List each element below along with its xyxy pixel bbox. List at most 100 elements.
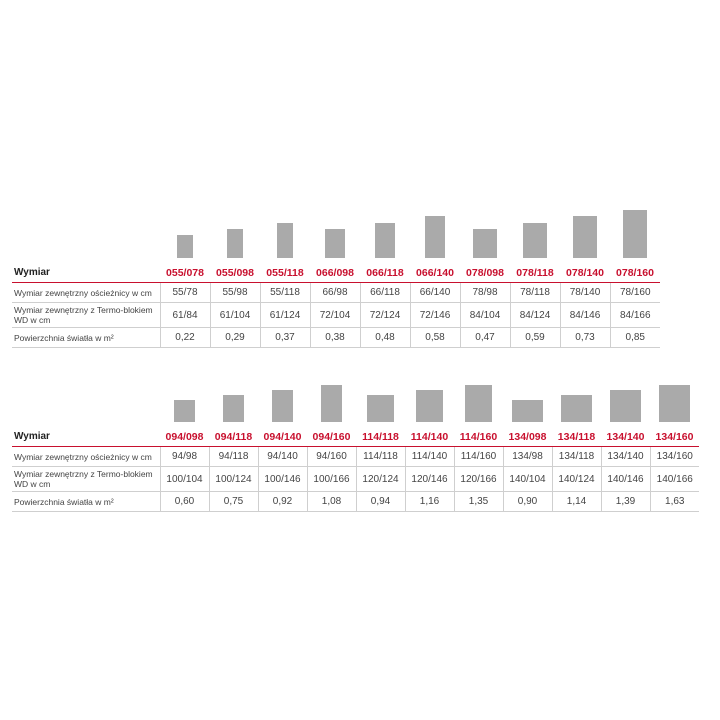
table-cell: 78/98 <box>459 282 510 303</box>
window-shape-114-118 <box>367 394 394 422</box>
window-shape-078-098 <box>473 228 497 258</box>
row-label: Wymiar zewnętrzny ościeżnicy w cm <box>12 282 160 303</box>
table-cell: 94/160 <box>306 446 356 467</box>
table-cell: 1,14 <box>551 491 601 512</box>
table-cell: 1,39 <box>600 491 650 512</box>
table-cell: 0,59 <box>509 327 560 348</box>
table-cell: 0,94 <box>355 491 405 512</box>
table-row: Wymiar zewnętrzny z Termo-blokiem WD w c… <box>12 466 699 492</box>
row-label: Wymiar zewnętrzny z Termo-blokiem WD w c… <box>12 466 160 492</box>
table-cell: 55/78 <box>159 282 210 303</box>
table-cell: 0,60 <box>159 491 209 512</box>
table-cell: 72/104 <box>309 302 360 328</box>
table-cell: 0,92 <box>257 491 307 512</box>
size-header: 094/098 <box>160 428 209 447</box>
table-cell: 0,75 <box>208 491 258 512</box>
window-shape-055-078 <box>176 234 194 258</box>
table-cell: 78/160 <box>609 282 660 303</box>
table-cell: 0,85 <box>609 327 660 348</box>
size-table-1: Wymiar 055/078 055/098 055/118 066/098 066/11… <box>12 200 660 348</box>
window-shape-094-160 <box>320 385 343 422</box>
size-header: 066/098 <box>310 264 360 283</box>
table-cell: 0,48 <box>359 327 410 348</box>
table-cell: 0,29 <box>209 327 260 348</box>
table-cell: 0,38 <box>309 327 360 348</box>
window-shape-066-118 <box>375 222 395 258</box>
row-label: Wymiar zewnętrzny z Termo-blokiem WD w c… <box>12 302 160 328</box>
size-header: 055/118 <box>260 264 310 283</box>
size-header: 094/140 <box>258 428 307 447</box>
window-shapes-row <box>12 364 699 428</box>
table-cell: 1,35 <box>453 491 503 512</box>
table-row: Wymiar zewnętrzny ościeżnicy w cm 94/98 94… <box>12 446 699 467</box>
table-cell: 114/140 <box>404 446 454 467</box>
window-shape-078-140 <box>573 216 597 258</box>
table-cell: 94/118 <box>208 446 258 467</box>
table-cell: 66/98 <box>309 282 360 303</box>
table-cell: 140/146 <box>600 466 650 492</box>
size-header: 078/160 <box>610 264 660 283</box>
window-shape-055-098 <box>226 228 244 258</box>
spec-table: Wymiar 055/078 055/098 055/118 066/098 066/11… <box>12 264 660 348</box>
size-header: 055/078 <box>160 264 210 283</box>
table-cell: 84/166 <box>609 302 660 328</box>
window-shape-114-160 <box>465 385 492 422</box>
window-shape-114-140 <box>416 389 443 422</box>
table-cell: 0,22 <box>159 327 210 348</box>
size-header: 078/118 <box>510 264 560 283</box>
table-row: Powierzchnia światła w m² 0,22 0,29 0,37 0,3… <box>12 327 660 348</box>
table-cell: 120/146 <box>404 466 454 492</box>
table-cell: 1,08 <box>306 491 356 512</box>
window-shape-055-118 <box>276 222 294 258</box>
window-shapes-row <box>12 200 660 264</box>
table-cell: 134/98 <box>502 446 552 467</box>
table-cell: 0,58 <box>409 327 460 348</box>
window-shape-078-160 <box>623 210 647 258</box>
window-shape-134-140 <box>610 389 641 422</box>
table-cell: 1,63 <box>649 491 699 512</box>
spec-table: Wymiar 094/098 094/118 094/140 094/160 114/11… <box>12 428 699 512</box>
table-cell: 140/104 <box>502 466 552 492</box>
table-cell: 0,47 <box>459 327 510 348</box>
table-cell: 55/118 <box>259 282 310 303</box>
size-header: 094/160 <box>307 428 356 447</box>
table-cell: 78/118 <box>509 282 560 303</box>
table-row: Wymiar zewnętrzny ościeżnicy w cm 55/78 55… <box>12 282 660 303</box>
size-header: 114/160 <box>454 428 503 447</box>
header-row: Wymiar 055/078 055/098 055/118 066/098 066/11… <box>12 264 660 283</box>
size-header: 078/140 <box>560 264 610 283</box>
header-label: Wymiar <box>12 264 160 283</box>
size-header: 114/118 <box>356 428 405 447</box>
table-cell: 61/84 <box>159 302 210 328</box>
table-cell: 78/140 <box>559 282 610 303</box>
table-row: Powierzchnia światła w m² 0,60 0,75 0,92 1,0… <box>12 491 699 512</box>
table-cell: 66/118 <box>359 282 410 303</box>
table-cell: 72/124 <box>359 302 410 328</box>
window-shape-134-118 <box>561 394 592 422</box>
table-cell: 120/124 <box>355 466 405 492</box>
table-cell: 0,37 <box>259 327 310 348</box>
size-header: 066/118 <box>360 264 410 283</box>
table-cell: 0,73 <box>559 327 610 348</box>
size-header: 134/160 <box>650 428 699 447</box>
size-header: 134/118 <box>552 428 601 447</box>
size-header: 114/140 <box>405 428 454 447</box>
table-cell: 134/118 <box>551 446 601 467</box>
size-header: 055/098 <box>210 264 260 283</box>
table-cell: 140/124 <box>551 466 601 492</box>
header-row: Wymiar 094/098 094/118 094/140 094/160 114/11… <box>12 428 699 447</box>
table-cell: 120/166 <box>453 466 503 492</box>
table-cell: 94/140 <box>257 446 307 467</box>
row-label: Powierzchnia światła w m² <box>12 327 160 348</box>
row-label: Powierzchnia światła w m² <box>12 491 160 512</box>
window-shape-134-098 <box>512 399 543 422</box>
table-row: Wymiar zewnętrzny z Termo-blokiem WD w c… <box>12 302 660 328</box>
window-shape-134-160 <box>659 385 690 422</box>
table-cell: 0,90 <box>502 491 552 512</box>
window-shape-094-140 <box>271 389 294 422</box>
table-cell: 61/124 <box>259 302 310 328</box>
window-shape-066-098 <box>325 228 345 258</box>
table-cell: 55/98 <box>209 282 260 303</box>
table-cell: 100/104 <box>159 466 209 492</box>
table-cell: 100/124 <box>208 466 258 492</box>
